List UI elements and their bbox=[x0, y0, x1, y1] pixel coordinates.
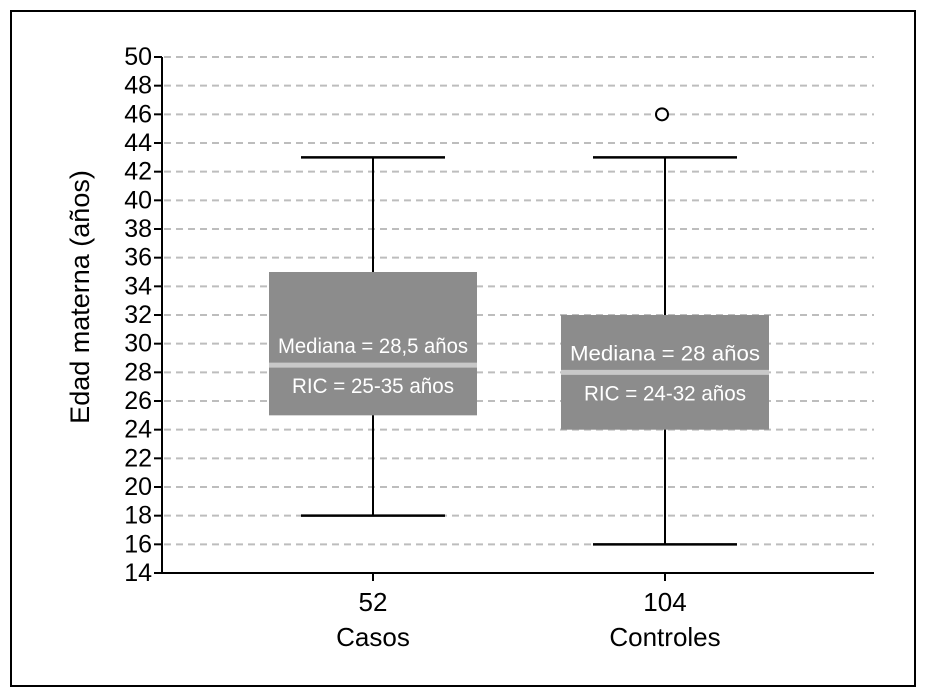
iqr-box bbox=[269, 272, 477, 416]
y-tick-label: 48 bbox=[124, 72, 152, 100]
box-group-controles: Mediana = 28 años RIC = 24-32 años bbox=[561, 107, 769, 546]
y-tick-label: 32 bbox=[124, 301, 152, 329]
y-tick-label: 22 bbox=[124, 444, 152, 472]
y-tick-label: 38 bbox=[124, 215, 152, 243]
y-tick-label: 18 bbox=[124, 502, 152, 530]
y-tick-label: 30 bbox=[124, 330, 152, 358]
y-tick-label: 34 bbox=[124, 272, 152, 300]
y-tick-label: 20 bbox=[124, 473, 152, 501]
y-tick-label: 40 bbox=[124, 186, 152, 214]
iqr-annotation: RIC = 25-35 años bbox=[292, 375, 454, 398]
y-tick-label: 50 bbox=[124, 43, 152, 71]
category-label: Casos bbox=[336, 622, 410, 652]
category-label: Controles bbox=[609, 622, 720, 652]
y-axis-title: Edad materna (años) bbox=[65, 170, 95, 424]
y-tick-label: 44 bbox=[124, 129, 152, 157]
y-tick-label: 16 bbox=[124, 530, 152, 558]
y-tick-label: 42 bbox=[124, 158, 152, 186]
box-group-casos: Mediana = 28,5 años RIC = 25-35 años bbox=[269, 156, 477, 517]
y-tick-label: 28 bbox=[124, 358, 152, 386]
median-annotation: Mediana = 28,5 años bbox=[278, 335, 468, 358]
y-tick-label: 24 bbox=[124, 416, 152, 444]
median-annotation: Mediana = 28 años bbox=[570, 342, 760, 365]
count-label: 104 bbox=[643, 587, 686, 617]
y-tick-label: 26 bbox=[124, 387, 152, 415]
count-label: 52 bbox=[359, 587, 388, 617]
x-labels: 52 Casos 104 Controles bbox=[336, 573, 721, 652]
outlier-point bbox=[655, 107, 669, 122]
y-tick-label: 36 bbox=[124, 244, 152, 272]
iqr-annotation: RIC = 24-32 años bbox=[584, 382, 746, 405]
y-tick-label: 46 bbox=[124, 100, 152, 128]
y-tick-label: 14 bbox=[124, 559, 152, 587]
